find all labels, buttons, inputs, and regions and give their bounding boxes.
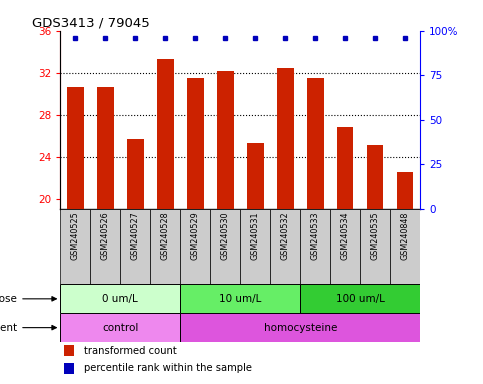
Text: transformed count: transformed count <box>84 346 176 356</box>
Bar <box>217 71 234 209</box>
Text: GSM240530: GSM240530 <box>221 211 230 260</box>
Bar <box>64 362 74 374</box>
Text: GDS3413 / 79045: GDS3413 / 79045 <box>31 17 149 30</box>
Bar <box>360 209 390 285</box>
Text: 10 um/L: 10 um/L <box>219 294 261 304</box>
Bar <box>180 285 300 313</box>
Bar <box>150 209 180 285</box>
Text: 0 um/L: 0 um/L <box>102 294 138 304</box>
Bar <box>390 209 420 285</box>
Bar <box>367 145 384 209</box>
Bar <box>300 285 420 313</box>
Bar <box>300 209 330 285</box>
Bar <box>60 209 90 285</box>
Text: GSM240528: GSM240528 <box>161 211 170 260</box>
Text: GSM240527: GSM240527 <box>131 211 140 260</box>
Text: agent: agent <box>0 323 57 333</box>
Bar <box>60 285 180 313</box>
Bar <box>241 209 270 285</box>
Bar <box>180 313 420 342</box>
Bar <box>60 313 180 342</box>
Text: control: control <box>102 323 139 333</box>
Bar <box>180 209 210 285</box>
Bar <box>397 172 413 209</box>
Bar <box>277 68 294 209</box>
Text: 100 um/L: 100 um/L <box>336 294 384 304</box>
Bar <box>67 87 84 209</box>
Text: GSM240531: GSM240531 <box>251 211 260 260</box>
Bar <box>157 59 173 209</box>
Text: GSM240533: GSM240533 <box>311 211 320 260</box>
Text: dose: dose <box>0 294 57 304</box>
Bar <box>120 209 150 285</box>
Text: GSM240535: GSM240535 <box>371 211 380 260</box>
Text: GSM240534: GSM240534 <box>341 211 350 260</box>
Bar <box>337 127 354 209</box>
Bar <box>210 209 240 285</box>
Bar <box>247 143 264 209</box>
Text: homocysteine: homocysteine <box>264 323 337 333</box>
Text: percentile rank within the sample: percentile rank within the sample <box>84 363 252 373</box>
Bar <box>307 78 324 209</box>
Text: GSM240525: GSM240525 <box>71 211 80 260</box>
Bar <box>330 209 360 285</box>
Text: GSM240529: GSM240529 <box>191 211 200 260</box>
Text: GSM240532: GSM240532 <box>281 211 290 260</box>
Bar <box>64 346 74 356</box>
Bar <box>127 139 143 209</box>
Bar <box>270 209 300 285</box>
Bar <box>187 78 203 209</box>
Bar <box>97 87 114 209</box>
Text: GSM240526: GSM240526 <box>101 211 110 260</box>
Bar <box>90 209 120 285</box>
Text: GSM240848: GSM240848 <box>401 211 410 260</box>
